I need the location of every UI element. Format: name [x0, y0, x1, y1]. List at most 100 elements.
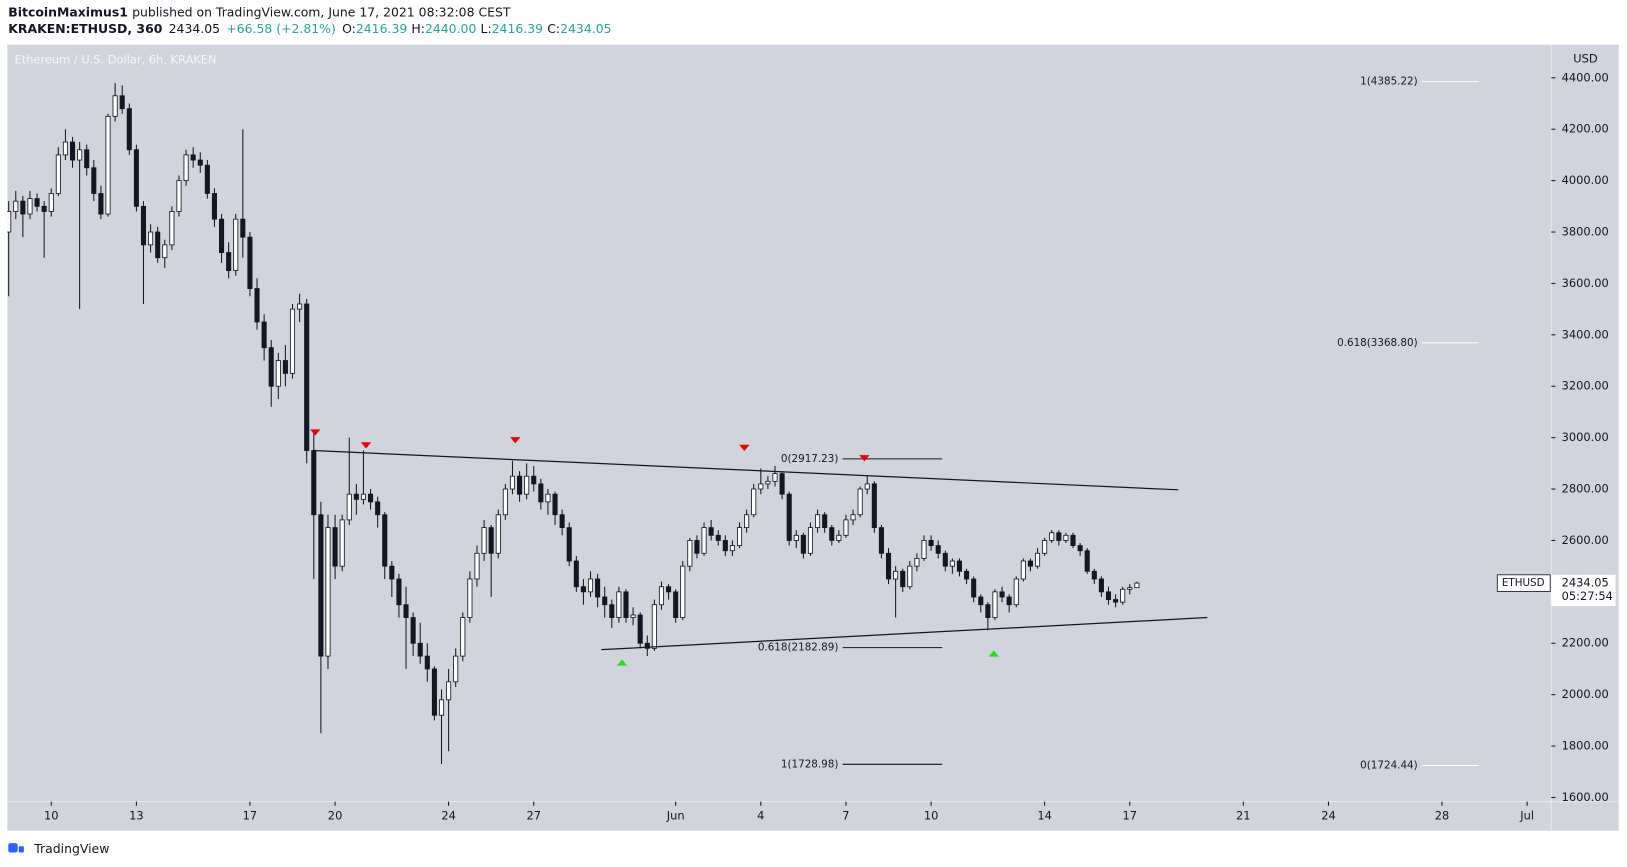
candle-body [112, 95, 118, 117]
x-tick-label: 24 [1321, 809, 1336, 823]
candle-body [531, 475, 537, 485]
y-tick-label: 1800.00 [1562, 739, 1609, 753]
ohlc-value: 2440.00 [425, 21, 477, 36]
candle-body [971, 578, 977, 598]
candle-body [1063, 534, 1069, 541]
candle-body [644, 642, 650, 649]
x-tick-label: Jun [666, 809, 685, 823]
candle-body [438, 699, 445, 716]
candle-body [1120, 588, 1126, 603]
symbol-tag-label: ETHUSD [1502, 577, 1545, 589]
candle-body [609, 604, 615, 618]
candle-body [48, 193, 54, 212]
y-tick-label: 3600.00 [1562, 276, 1609, 290]
candle-body [637, 614, 643, 644]
symbol-tag [1496, 574, 1551, 592]
trend-line [313, 449, 1179, 491]
signal-marker [616, 659, 628, 666]
ohlc-key: C: [547, 21, 560, 36]
candle-body [878, 527, 884, 554]
candle-body [538, 483, 544, 503]
y-tick-label: 3000.00 [1562, 430, 1609, 444]
candle-body [673, 591, 679, 618]
candle-body [254, 288, 260, 323]
candle-body [360, 493, 367, 500]
candle-body [332, 527, 338, 567]
candle-body [197, 159, 203, 166]
candle-body [1113, 599, 1119, 603]
candle-body [900, 570, 906, 588]
x-tick-label: 20 [328, 809, 343, 823]
candle-body [630, 614, 636, 618]
trend-line [601, 616, 1208, 651]
candle-body [1105, 591, 1112, 600]
candle-body [815, 514, 821, 529]
candle-body [949, 560, 955, 567]
candle-body [98, 193, 104, 215]
candle-body [502, 488, 508, 516]
candle-body [964, 570, 970, 580]
candle-body [148, 231, 154, 246]
candle-body [843, 519, 849, 536]
candle-body [69, 141, 76, 161]
signal-marker [310, 429, 321, 436]
axis-unit: USD [1573, 52, 1598, 66]
x-tick-label: 4 [757, 809, 764, 823]
candle-body [1020, 560, 1026, 580]
candle-body [779, 473, 785, 495]
candle-body [822, 514, 828, 529]
candle-body [587, 578, 594, 593]
x-tick-label: 17 [1123, 809, 1138, 823]
candle-body [126, 108, 132, 151]
candle-body [680, 565, 686, 618]
signal-marker [510, 437, 521, 444]
candle-body [793, 534, 799, 541]
candle-body [119, 95, 125, 110]
candle-body [297, 303, 303, 310]
candle-body [446, 681, 452, 701]
candle-body [956, 560, 963, 572]
candle-body [325, 527, 331, 657]
last: 2434.05 [169, 21, 220, 36]
x-tick-label: 24 [441, 809, 456, 823]
y-tick-label: 4400.00 [1562, 70, 1609, 84]
candle-body [495, 514, 501, 554]
candle-body [183, 154, 189, 182]
y-tick-label: 4200.00 [1562, 122, 1609, 136]
candle-body [55, 154, 61, 194]
y-tick-label: 4000.00 [1562, 173, 1609, 187]
candle-body [765, 480, 771, 485]
candle-body [261, 321, 267, 349]
y-tick-label: 3800.00 [1562, 225, 1609, 239]
candle-body [1084, 550, 1090, 572]
footer-brand: TradingView [33, 841, 109, 856]
candle-body [226, 252, 232, 271]
x-tick-label: 10 [924, 809, 939, 823]
candle-body [268, 347, 274, 387]
candle-body [722, 540, 728, 552]
candle-body [985, 604, 991, 618]
signal-marker [360, 442, 372, 449]
publish-line: BitcoinMaximus1 published on TradingView.… [8, 4, 511, 19]
logo [18, 846, 24, 853]
candle-body [1013, 578, 1019, 606]
x-tick-label: 21 [1236, 809, 1251, 823]
candle-body [836, 534, 842, 541]
candle-body [885, 552, 892, 580]
candle-body [417, 642, 423, 657]
price-tag-countdown: 05:27:54 [1562, 589, 1613, 603]
candle-body [687, 540, 693, 567]
ohlc-value: 2416.39 [356, 21, 408, 36]
candle-body [736, 527, 743, 547]
candle-body [169, 211, 175, 246]
ohlc-key: L: [481, 21, 492, 36]
candle-body [346, 493, 352, 521]
candle-body [758, 483, 764, 490]
ohlc-value: 2434.05 [560, 21, 611, 36]
signal-marker [739, 444, 750, 452]
candle-body [616, 591, 622, 618]
candle-body [751, 488, 757, 516]
candle-body [1091, 570, 1097, 580]
candle-body [77, 149, 83, 161]
